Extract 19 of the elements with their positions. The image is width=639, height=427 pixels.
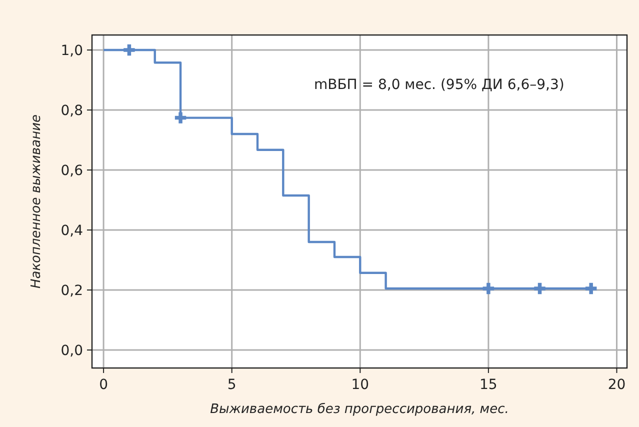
x-tick-label: 15 (480, 377, 498, 393)
x-tick-label: 5 (227, 377, 236, 393)
y-tick-label: 0,2 (60, 282, 83, 299)
y-tick-label: 0,4 (60, 222, 84, 239)
point (482, 282, 494, 294)
y-tick-label: 0,8 (60, 102, 83, 119)
x-tick-label: 20 (608, 377, 626, 393)
point (585, 282, 597, 294)
y-tick-label: 0,6 (60, 162, 84, 179)
point (124, 44, 135, 56)
x-tick-label: 10 (351, 377, 370, 393)
x-tick-label: 0 (99, 377, 108, 393)
y-tick-label: 1,0 (60, 42, 83, 59)
y-tick-label: 0,0 (60, 342, 83, 359)
point (174, 112, 186, 124)
point (534, 282, 546, 294)
annotation: mВБП = 8,0 мес. (95% ДИ 6,6–9,3) (314, 77, 564, 93)
x-axis-title: Выживаемость без прогрессирования, мес. (210, 402, 509, 417)
y-axis-title: Накопленное выживание (29, 114, 44, 289)
